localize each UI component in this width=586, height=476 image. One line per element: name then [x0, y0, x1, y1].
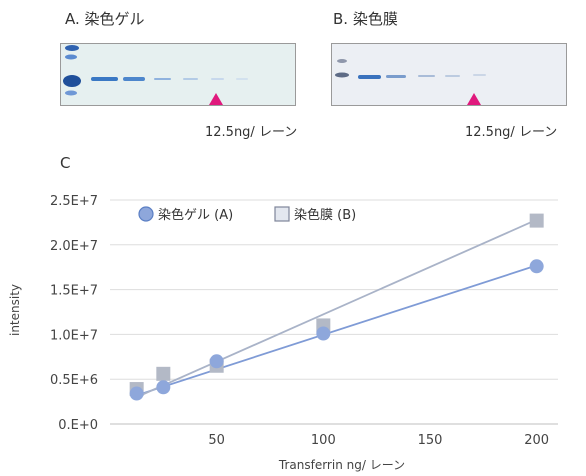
gel-a-band	[154, 78, 171, 80]
axis-layer: 0.E+0 0.5E+6 1.0E+7 1.5E+7 2.0E+7 2.5E+7 50 100…	[50, 194, 549, 448]
y-axis-title: intensity	[8, 284, 22, 336]
y-tick-label: 2.5E+7	[50, 194, 98, 209]
data-point-a	[316, 326, 331, 341]
grid-layer	[110, 199, 558, 425]
y-tick-label: 1.5E+7	[50, 284, 98, 299]
panel-a-title: A. 染色ゲル	[65, 10, 145, 28]
gel-a-band	[91, 77, 118, 81]
panel-b-title: B. 染色膜	[333, 10, 398, 28]
gel-a-ladder-band	[65, 54, 77, 60]
legend-label-b: 染色膜 (B)	[294, 207, 356, 223]
gel-image-a	[60, 43, 296, 106]
data-point-b	[529, 213, 544, 228]
gel-b-ladder-band	[335, 72, 349, 78]
gel-a-ladder-band	[65, 45, 79, 51]
lane-marker-b	[467, 93, 481, 105]
gel-a-band	[211, 78, 224, 80]
x-tick-label: 50	[208, 433, 225, 448]
data-point-a	[529, 259, 544, 274]
gel-a-background	[61, 44, 295, 105]
data-point-a	[129, 386, 144, 401]
gel-b-svg	[332, 44, 566, 105]
gel-a-band	[123, 77, 145, 81]
series-layer	[129, 213, 544, 401]
y-tick-label: 1.0E+7	[50, 328, 98, 343]
x-tick-label: 150	[418, 433, 443, 448]
gel-a-band	[236, 78, 248, 80]
trendline-b	[136, 218, 538, 398]
legend-marker-a	[138, 206, 154, 222]
gel-a-ladder-band	[65, 90, 77, 96]
panel-c-label: C	[60, 154, 70, 172]
gel-a-svg	[61, 44, 295, 105]
gel-b-band	[445, 75, 460, 77]
gel-a-ladder-band	[63, 75, 81, 87]
gel-b-band	[358, 75, 381, 79]
y-tick-label: 0.5E+6	[50, 373, 98, 388]
data-point-a	[156, 380, 171, 395]
lane-note-b: 12.5ng/ レーン	[465, 125, 558, 140]
lane-note-a: 12.5ng/ レーン	[205, 125, 298, 140]
x-axis-title: Transferrin ng/ レーン	[278, 458, 405, 472]
data-point-a	[209, 354, 224, 369]
trendline-a	[136, 264, 537, 397]
gel-b-band	[473, 74, 486, 76]
y-tick-label: 2.0E+7	[50, 239, 98, 254]
y-tick-label: 0.E+0	[58, 418, 98, 433]
gel-b-band	[418, 75, 435, 77]
chart-legend: 染色ゲル (A) 染色膜 (B)	[138, 206, 356, 223]
lane-marker-a	[209, 93, 223, 105]
gel-a-band	[183, 78, 198, 80]
gel-image-b	[331, 43, 567, 106]
x-tick-label: 200	[524, 433, 549, 448]
gel-b-ladder-band	[337, 59, 347, 63]
x-tick-label: 100	[311, 433, 336, 448]
gel-b-background	[332, 44, 566, 105]
gel-b-band	[386, 75, 406, 78]
legend-label-a: 染色ゲル (A)	[158, 207, 233, 223]
legend-marker-b	[274, 206, 290, 222]
data-point-b	[156, 366, 171, 381]
